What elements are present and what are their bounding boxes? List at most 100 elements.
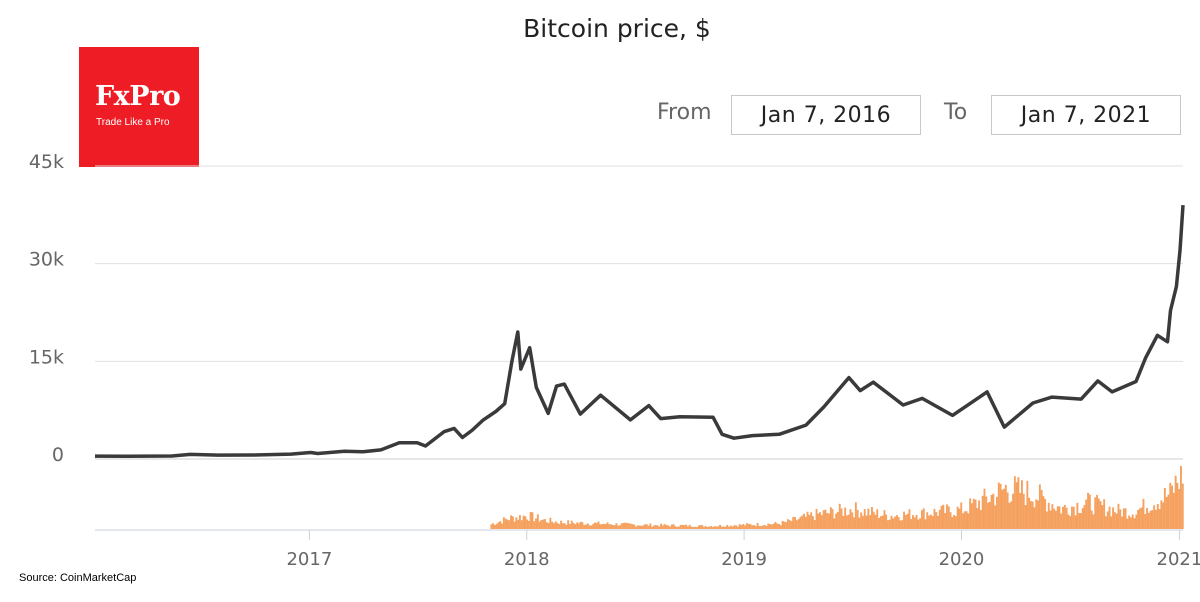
volume-bar — [737, 526, 739, 529]
volume-bar — [1071, 506, 1073, 529]
volume-bar — [624, 522, 627, 529]
volume-bar — [1055, 510, 1057, 529]
volume-bar — [892, 518, 895, 529]
volume-bar — [862, 515, 864, 529]
volume-bar — [958, 508, 961, 529]
volume-bar — [536, 514, 539, 529]
volume-bar — [635, 526, 637, 529]
volume-bar — [540, 520, 543, 529]
volume-bar — [888, 519, 891, 529]
volume-bar — [858, 517, 861, 529]
volume-bar — [929, 514, 932, 529]
y-tick-label: 0 — [52, 444, 64, 466]
volume-bar — [883, 510, 886, 529]
volume-bar — [994, 505, 997, 529]
volume-bar — [544, 519, 546, 529]
volume-bar — [904, 515, 907, 529]
volume-bar — [847, 514, 850, 529]
volume-bar — [946, 504, 948, 529]
volume-bar — [906, 513, 909, 529]
volume-bar — [1063, 505, 1066, 529]
volume-bar — [531, 512, 534, 529]
volume-bar — [1038, 484, 1041, 529]
volume-bar — [1056, 506, 1059, 529]
volume-bar — [712, 527, 714, 529]
volume-bar — [999, 483, 1002, 529]
volume-bar — [1058, 506, 1061, 529]
volume-bar — [1099, 501, 1102, 529]
volume-bar — [1133, 518, 1136, 529]
volume-bar — [1003, 488, 1006, 529]
volume-bar — [492, 523, 495, 529]
volume-bar — [1160, 500, 1163, 529]
x-tick-label: 2018 — [504, 549, 550, 570]
volume-bar — [790, 521, 793, 529]
volume-bar — [983, 488, 986, 529]
volume-bar — [1049, 510, 1052, 529]
volume-bar — [1040, 489, 1043, 529]
volume-bar — [1124, 508, 1127, 529]
volume-bar — [686, 526, 689, 529]
volume-bar — [604, 524, 607, 529]
volume-bar — [908, 509, 911, 529]
volume-bar — [1156, 504, 1159, 529]
volume-bar — [856, 509, 859, 529]
volume-bar — [595, 522, 598, 529]
volume-bar — [795, 520, 798, 529]
volume-bar — [1174, 475, 1177, 529]
volume-bar — [979, 510, 982, 529]
volume-bar — [744, 525, 746, 529]
volume-bar — [1046, 511, 1048, 529]
volume-bar — [603, 523, 605, 529]
volume-bar — [845, 515, 848, 529]
volume-bar — [822, 510, 825, 529]
grid — [95, 165, 1183, 460]
volume-bar — [619, 525, 621, 529]
volume-bar — [788, 520, 791, 529]
volume-bar — [715, 526, 718, 529]
volume-bar — [806, 511, 809, 529]
volume-bar — [560, 520, 562, 529]
volume-bar — [772, 523, 775, 529]
volume-bar — [660, 523, 662, 529]
volume-bar — [633, 524, 636, 529]
volume-bar — [638, 525, 641, 529]
volume-bar — [938, 509, 941, 529]
volume-bar — [1115, 513, 1118, 529]
volume-bar — [513, 521, 516, 529]
logo-tagline: Trade Like a Pro — [96, 117, 170, 128]
price-line — [94, 204, 1185, 458]
volume-bar — [720, 526, 723, 529]
volume-bar — [685, 524, 688, 529]
volume-bar — [1113, 512, 1116, 529]
from-date-input[interactable]: Jan 7, 2016 — [731, 95, 921, 135]
volume-bar — [1074, 515, 1077, 529]
volume-bar — [1106, 511, 1109, 529]
chart-title: Bitcoin price, $ — [523, 14, 711, 43]
volume-bar — [1130, 517, 1132, 529]
volume-bar — [787, 519, 789, 529]
volume-bar — [867, 508, 870, 529]
volume-bar — [499, 521, 502, 529]
volume-bar — [654, 524, 657, 529]
volume-bar — [921, 510, 923, 529]
volume-bar — [865, 515, 868, 529]
volume-bar — [915, 515, 918, 529]
volume-bar — [854, 502, 857, 529]
volume-bar — [651, 526, 654, 529]
volume-bar — [996, 496, 998, 529]
volume-bar — [1096, 494, 1098, 529]
volume-bar — [704, 526, 707, 529]
volume-bar — [692, 527, 695, 529]
volume-bar — [997, 482, 1000, 529]
volume-bar — [1030, 501, 1032, 529]
volume-bar — [545, 522, 548, 529]
to-date-input[interactable]: Jan 7, 2021 — [991, 95, 1181, 135]
volume-bar — [833, 518, 836, 529]
x-axis: 2017 2018 2019 2020 2021 — [95, 529, 1200, 570]
volume-bar — [1108, 506, 1111, 529]
volume-bar — [520, 520, 523, 529]
volume-bar — [1047, 502, 1050, 529]
volume-bar — [613, 525, 616, 529]
volume-bar — [1024, 505, 1027, 529]
